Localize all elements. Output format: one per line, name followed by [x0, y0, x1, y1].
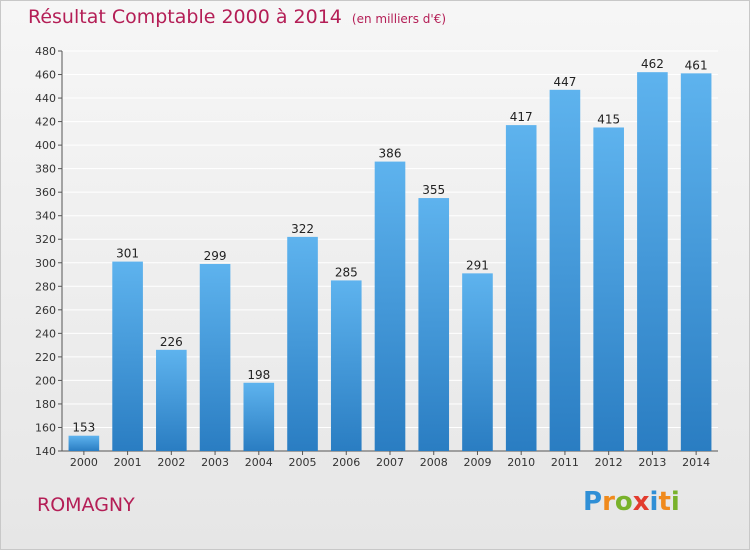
bar-2000: [68, 435, 100, 451]
y-tick-label: 440: [35, 92, 56, 105]
logo-letter: r: [602, 487, 615, 517]
x-tick-label: 2001: [114, 456, 142, 469]
y-tick-label: 180: [35, 398, 56, 411]
value-label: 299: [204, 249, 227, 263]
x-tick-label: 2003: [201, 456, 229, 469]
chart-title-text: Résultat Comptable 2000 à 2014: [28, 6, 342, 28]
bar-2012: [593, 127, 624, 452]
logo-letter: i: [649, 487, 659, 517]
value-label: 461: [685, 58, 708, 72]
x-tick-label: 2000: [70, 456, 98, 469]
bar-2007: [374, 161, 406, 451]
value-label: 226: [160, 335, 183, 349]
bar-2002: [156, 349, 187, 451]
x-tick-label: 2008: [420, 456, 448, 469]
bar-2004: [243, 382, 275, 451]
bar-2010: [505, 125, 537, 451]
y-tick-label: 140: [35, 445, 56, 458]
value-label: 291: [466, 258, 489, 272]
value-label: 447: [553, 75, 576, 89]
x-tick-label: 2005: [289, 456, 317, 469]
logo-letter: o: [614, 487, 633, 517]
x-tick-label: 2012: [595, 456, 623, 469]
y-tick-label: 420: [35, 116, 56, 129]
bar-2001: [112, 261, 143, 451]
logo-letter: t: [658, 487, 671, 517]
y-tick-label: 340: [35, 210, 56, 223]
bar-2005: [287, 236, 318, 451]
bar-2014: [680, 73, 712, 452]
y-tick-label: 160: [35, 421, 56, 434]
bar-2008: [418, 198, 450, 451]
logo-letter: x: [632, 487, 650, 517]
y-tick-label: 460: [35, 69, 56, 82]
x-tick-label: 2009: [463, 456, 491, 469]
logo-letter: P: [583, 487, 603, 517]
x-tick-label: 2011: [551, 456, 579, 469]
value-label: 198: [247, 368, 270, 382]
value-label: 415: [597, 112, 620, 126]
value-label: 153: [72, 421, 95, 435]
x-tick-label: 2014: [682, 456, 710, 469]
y-tick-label: 200: [35, 374, 56, 387]
value-label: 285: [335, 265, 358, 279]
value-label: 322: [291, 222, 314, 236]
y-tick-label: 480: [35, 45, 56, 58]
y-tick-label: 360: [35, 186, 56, 199]
place-name: ROMAGNY: [37, 494, 135, 516]
y-tick-label: 220: [35, 351, 56, 364]
bar-2006: [330, 280, 362, 451]
bars: [68, 72, 712, 452]
chart-unit: (en milliers d'€): [351, 12, 447, 26]
y-tick-label: 280: [35, 280, 56, 293]
x-tick-label: 2004: [245, 456, 273, 469]
bar-2013: [637, 72, 668, 452]
bar-2009: [462, 273, 493, 451]
value-label: 417: [510, 110, 533, 124]
y-tick-label: 320: [35, 233, 56, 246]
x-tick-label: 2006: [332, 456, 360, 469]
chart-title: Résultat Comptable 2000 à 2014 (en millie…: [28, 6, 446, 28]
y-tick-label: 380: [35, 163, 56, 176]
x-tick-label: 2002: [157, 456, 185, 469]
labels: 153 301 226 299 198 322 285 386 355 291 417 447 415 4…: [72, 57, 707, 435]
bar-2003: [199, 263, 231, 451]
value-label: 386: [379, 147, 402, 161]
logo-letter: i: [670, 487, 680, 517]
x-tick-label: 2007: [376, 456, 404, 469]
x-tick-label: 2010: [507, 456, 535, 469]
y-tick-label: 240: [35, 327, 56, 340]
y-tick-label: 260: [35, 304, 56, 317]
axes: 140 160 180 200 220 240 260 280 300 320 340 360 380 4…: [35, 45, 718, 469]
bar-2011: [549, 89, 581, 451]
value-label: 462: [641, 57, 664, 71]
value-label: 355: [422, 183, 445, 197]
y-tick-label: 400: [35, 139, 56, 152]
value-label: 301: [116, 247, 139, 261]
x-tick-label: 2013: [638, 456, 666, 469]
y-tick-label: 300: [35, 257, 56, 270]
proxiti-logo[interactable]: Proxiti: [583, 487, 680, 517]
